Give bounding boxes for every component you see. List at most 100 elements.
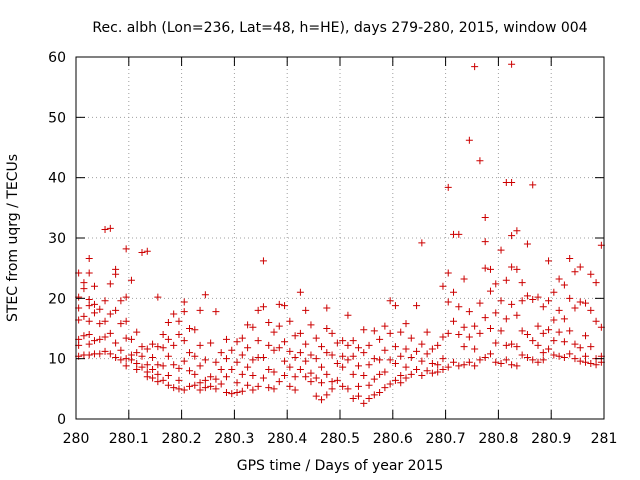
data-point xyxy=(112,353,120,361)
data-point xyxy=(476,157,484,165)
data-point xyxy=(296,288,304,296)
data-point xyxy=(196,306,204,314)
data-point xyxy=(259,353,267,361)
data-point xyxy=(270,346,278,354)
data-point xyxy=(381,368,389,376)
data-point xyxy=(101,317,109,325)
x-tick-label: 280.7 xyxy=(426,431,466,447)
data-point xyxy=(434,368,442,376)
data-point xyxy=(101,333,109,341)
data-point xyxy=(386,297,394,305)
data-point xyxy=(201,356,209,364)
data-point xyxy=(149,366,157,374)
data-point xyxy=(434,341,442,349)
data-point xyxy=(275,344,283,352)
data-point xyxy=(418,340,426,348)
data-point xyxy=(170,310,178,318)
data-point xyxy=(587,306,595,314)
data-point xyxy=(281,372,289,380)
data-points xyxy=(75,60,605,407)
data-point xyxy=(481,238,489,246)
data-point xyxy=(513,362,521,370)
data-point xyxy=(418,239,426,247)
data-point xyxy=(180,298,188,306)
data-point xyxy=(508,232,516,240)
data-point xyxy=(222,355,230,363)
data-point xyxy=(101,226,109,234)
data-point xyxy=(275,378,283,386)
data-point xyxy=(90,300,98,308)
data-point xyxy=(106,310,114,318)
data-point xyxy=(391,359,399,367)
data-point xyxy=(502,341,510,349)
x-tick-label: 280 xyxy=(63,431,90,447)
data-point xyxy=(550,351,558,359)
data-point xyxy=(497,327,505,335)
data-point xyxy=(486,350,494,358)
data-point xyxy=(576,357,584,365)
data-point xyxy=(302,340,310,348)
data-point xyxy=(333,376,341,384)
data-point xyxy=(275,300,283,308)
data-point xyxy=(523,353,531,361)
data-point xyxy=(360,326,368,334)
data-point xyxy=(587,270,595,278)
data-point xyxy=(555,306,563,314)
data-point xyxy=(143,345,151,353)
data-point xyxy=(238,351,246,359)
data-point xyxy=(80,312,88,320)
data-point xyxy=(286,363,294,371)
data-point xyxy=(186,382,194,390)
data-point xyxy=(228,390,236,398)
data-point xyxy=(159,344,167,352)
data-point xyxy=(270,368,278,376)
data-point xyxy=(539,349,547,357)
data-point xyxy=(402,320,410,328)
data-point xyxy=(333,339,341,347)
data-point xyxy=(513,227,521,235)
data-point xyxy=(508,361,516,369)
data-point xyxy=(133,366,141,374)
data-point xyxy=(513,343,521,351)
data-point xyxy=(460,323,468,331)
data-point xyxy=(96,320,104,328)
data-point xyxy=(323,304,331,312)
data-point xyxy=(402,374,410,382)
data-point xyxy=(413,366,421,374)
x-tick-label: 280.8 xyxy=(478,431,518,447)
x-tick-label: 280.2 xyxy=(162,431,202,447)
y-tick-label: 10 xyxy=(48,352,66,368)
data-point xyxy=(222,388,230,396)
data-point xyxy=(191,326,199,334)
data-point xyxy=(122,334,130,342)
data-point xyxy=(328,378,336,386)
data-point xyxy=(376,370,384,378)
y-tick-label: 0 xyxy=(57,412,66,428)
data-point xyxy=(444,329,452,337)
data-point xyxy=(212,375,220,383)
data-point xyxy=(518,279,526,287)
data-point xyxy=(502,276,510,284)
data-point xyxy=(318,396,326,404)
data-point xyxy=(117,346,125,354)
data-point xyxy=(133,359,141,367)
data-point xyxy=(349,370,357,378)
data-point xyxy=(85,255,93,263)
data-point xyxy=(518,297,526,305)
data-point xyxy=(529,356,537,364)
data-point xyxy=(249,386,257,394)
data-point xyxy=(360,399,368,407)
data-point xyxy=(534,322,542,330)
data-point xyxy=(244,344,252,352)
data-point xyxy=(122,293,130,301)
data-point xyxy=(566,294,574,302)
data-point xyxy=(323,349,331,357)
data-point xyxy=(149,374,157,382)
data-point xyxy=(555,328,563,336)
data-point xyxy=(423,328,431,336)
data-point xyxy=(96,350,104,358)
y-tick-labels: 0 10 20 30 40 50 60 xyxy=(48,50,66,428)
data-point xyxy=(360,349,368,357)
data-point xyxy=(170,384,178,392)
data-point xyxy=(238,387,246,395)
